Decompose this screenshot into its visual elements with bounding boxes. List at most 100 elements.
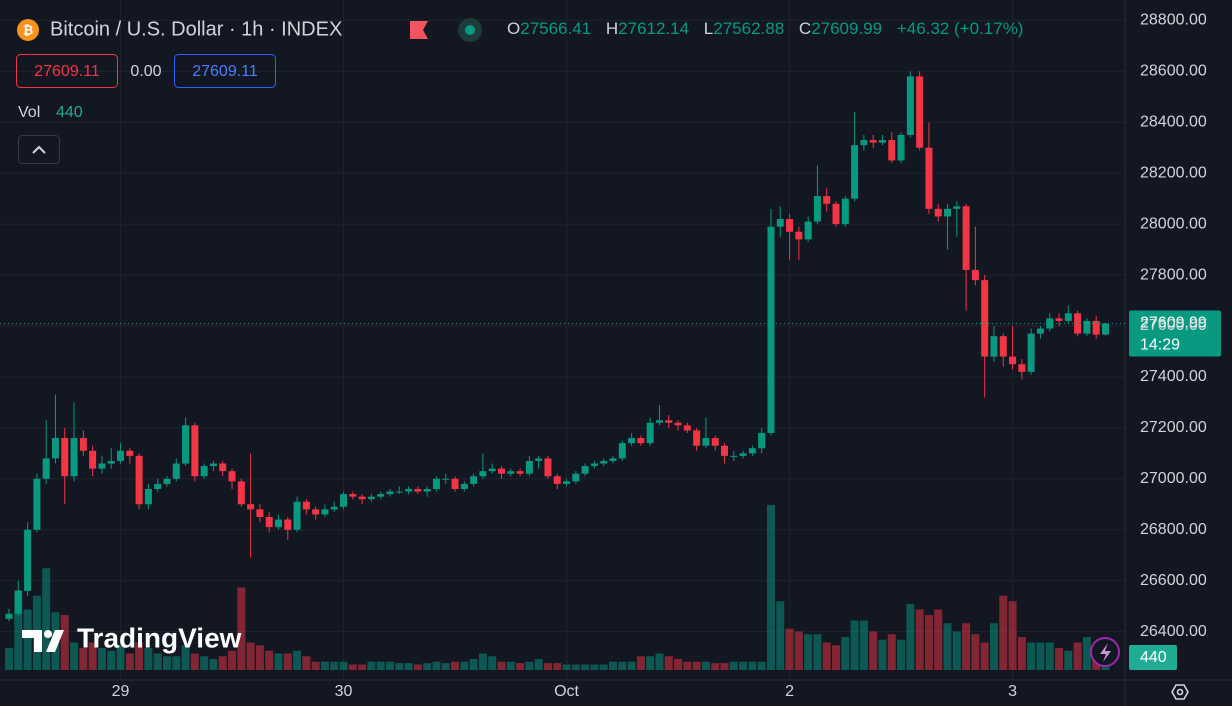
volume-tag [1129, 645, 1177, 670]
candle-body [758, 432, 766, 449]
ohlc-value: 27562.88 [713, 19, 784, 38]
candle-body [711, 438, 719, 446]
candle-body [79, 438, 87, 451]
volume-bar [385, 661, 394, 670]
volume-bar [664, 656, 673, 670]
candle-body [878, 140, 886, 143]
volume-bar [200, 656, 209, 670]
volume-bar [646, 656, 655, 670]
symbol-title[interactable]: Bitcoin / U.S. Dollar · 1h · INDEX [50, 18, 342, 40]
volume-bar [367, 661, 376, 670]
sell-button[interactable] [16, 54, 118, 88]
candle-body [897, 134, 905, 161]
candle-body [367, 496, 375, 500]
y-tick-label: 26400.00 [1140, 623, 1207, 640]
volume-bar [330, 661, 339, 670]
settings-icon [1176, 688, 1184, 696]
collapse-button[interactable] [18, 135, 60, 164]
y-tick-label: 27000.00 [1140, 470, 1207, 487]
candle-body [42, 458, 50, 479]
volume-bar [283, 653, 292, 670]
candle-body [618, 443, 626, 459]
volume-bar [135, 642, 144, 670]
volume-tag-label: 440 [1140, 649, 1167, 666]
spread: 0.00 [130, 63, 161, 80]
candle-body [330, 506, 338, 510]
candle-body [999, 336, 1007, 357]
volume-bar [404, 663, 413, 670]
ohlc-label: C [799, 19, 811, 38]
volume-bar [757, 661, 766, 670]
volume-bar [934, 609, 943, 670]
candle-body [293, 501, 301, 530]
candle-body [182, 425, 190, 464]
volume-bar [172, 656, 181, 670]
volume-bar [302, 656, 311, 670]
candle-body [1009, 356, 1017, 365]
candle-body [962, 206, 970, 270]
volume-bar [581, 664, 590, 670]
volume-bar [348, 664, 357, 670]
lightning-icon [1100, 643, 1111, 662]
volume-bar [543, 663, 552, 670]
ohlc-legend: O27566.41 H27612.14 L27562.88 C27609.99 … [507, 19, 1023, 38]
candle-body [172, 463, 180, 479]
volume-bar [478, 653, 487, 670]
y-tick-label: 28800.00 [1140, 12, 1207, 29]
volume-bar [311, 661, 320, 670]
flag-icon[interactable] [410, 21, 428, 39]
volume-bar [107, 650, 116, 670]
candle-body [655, 420, 663, 423]
volume-bar [636, 656, 645, 670]
volume-bar [813, 634, 822, 670]
volume-bar [869, 631, 878, 670]
candle-body [851, 145, 859, 199]
volume-bar [153, 653, 162, 670]
candle-body [432, 478, 440, 489]
candle-body [1074, 313, 1082, 334]
volume-bar [804, 634, 813, 670]
candle-body [144, 488, 152, 505]
candle-body [916, 76, 924, 148]
caret-icon [32, 145, 46, 154]
candle-body [247, 504, 255, 510]
candle-body [284, 519, 292, 530]
volume-bar [609, 661, 618, 670]
candle-body [934, 208, 942, 217]
volume-bar [1064, 650, 1073, 670]
x-tick-label: 30 [335, 683, 353, 700]
buy-button[interactable] [174, 54, 276, 88]
volume-bar [181, 645, 190, 670]
candle-body [237, 481, 245, 505]
candle-body [107, 460, 115, 464]
volume-bar [423, 663, 432, 670]
volume-bar [794, 631, 803, 670]
volume-bar [553, 663, 562, 670]
candle-body [423, 488, 431, 492]
settings-button[interactable] [1171, 684, 1189, 700]
volume-bar [590, 664, 599, 670]
volume-bar [441, 663, 450, 670]
volume-bar [701, 661, 710, 670]
volume-bar [999, 595, 1008, 670]
volume-bar [79, 648, 88, 670]
candle-body [451, 478, 459, 489]
candle-body [535, 458, 543, 461]
y-tick-label: 28000.00 [1140, 215, 1207, 232]
candle-body [209, 463, 217, 467]
sell-price: 27609.11 [34, 63, 100, 80]
ohlc-value: 27612.14 [618, 19, 689, 38]
volume-bar [850, 620, 859, 670]
candle-body [572, 473, 580, 482]
candle-body [70, 438, 78, 477]
y-tick-label: 27200.00 [1140, 419, 1207, 436]
volume-bar [897, 639, 906, 670]
volume-bar [488, 656, 497, 670]
volume-bar [627, 661, 636, 670]
volume-bar [1082, 637, 1091, 670]
volume-bar [915, 609, 924, 670]
candle-body [953, 206, 961, 209]
candle-body [117, 450, 125, 461]
candle-body [135, 455, 143, 505]
